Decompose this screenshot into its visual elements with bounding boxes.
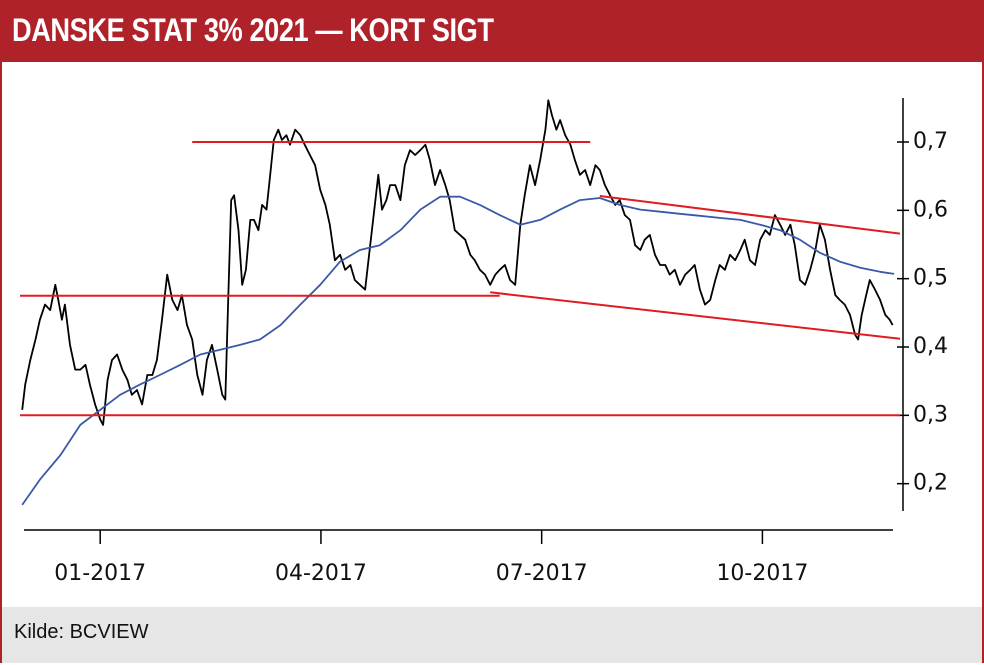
trend-line: [599, 195, 901, 235]
y-tick-label: 0,2: [913, 471, 948, 496]
x-tick-label: 07-2017: [496, 561, 588, 586]
series-line: [21, 99, 894, 426]
chart-title: DANSKE STAT 3% 2021 — KORT SIGT: [12, 12, 494, 48]
x-tick-label: 01-2017: [54, 561, 146, 586]
y-tick-label: 0,5: [913, 266, 948, 291]
chart: 0,2 0,3 0,4 0,5 0,6 0,7 01-2017 04-2017 07-2017 1…: [20, 98, 948, 586]
y-tick-label: 0,6: [913, 197, 948, 222]
source: Kilde: BCVIEW: [14, 621, 149, 643]
footer: Kilde: BCVIEW: [2, 607, 982, 663]
y-tick-label: 0,7: [913, 129, 948, 154]
header: DANSKE STAT 3% 2021 — KORT SIGT: [0, 0, 984, 62]
x-tick-label: 10-2017: [716, 561, 808, 586]
x-tick-label: 04-2017: [275, 561, 367, 586]
y-tick-label: 0,4: [913, 334, 948, 359]
series-line: [21, 195, 895, 506]
trend-line: [490, 291, 901, 340]
y-tick-label: 0,3: [913, 402, 948, 427]
